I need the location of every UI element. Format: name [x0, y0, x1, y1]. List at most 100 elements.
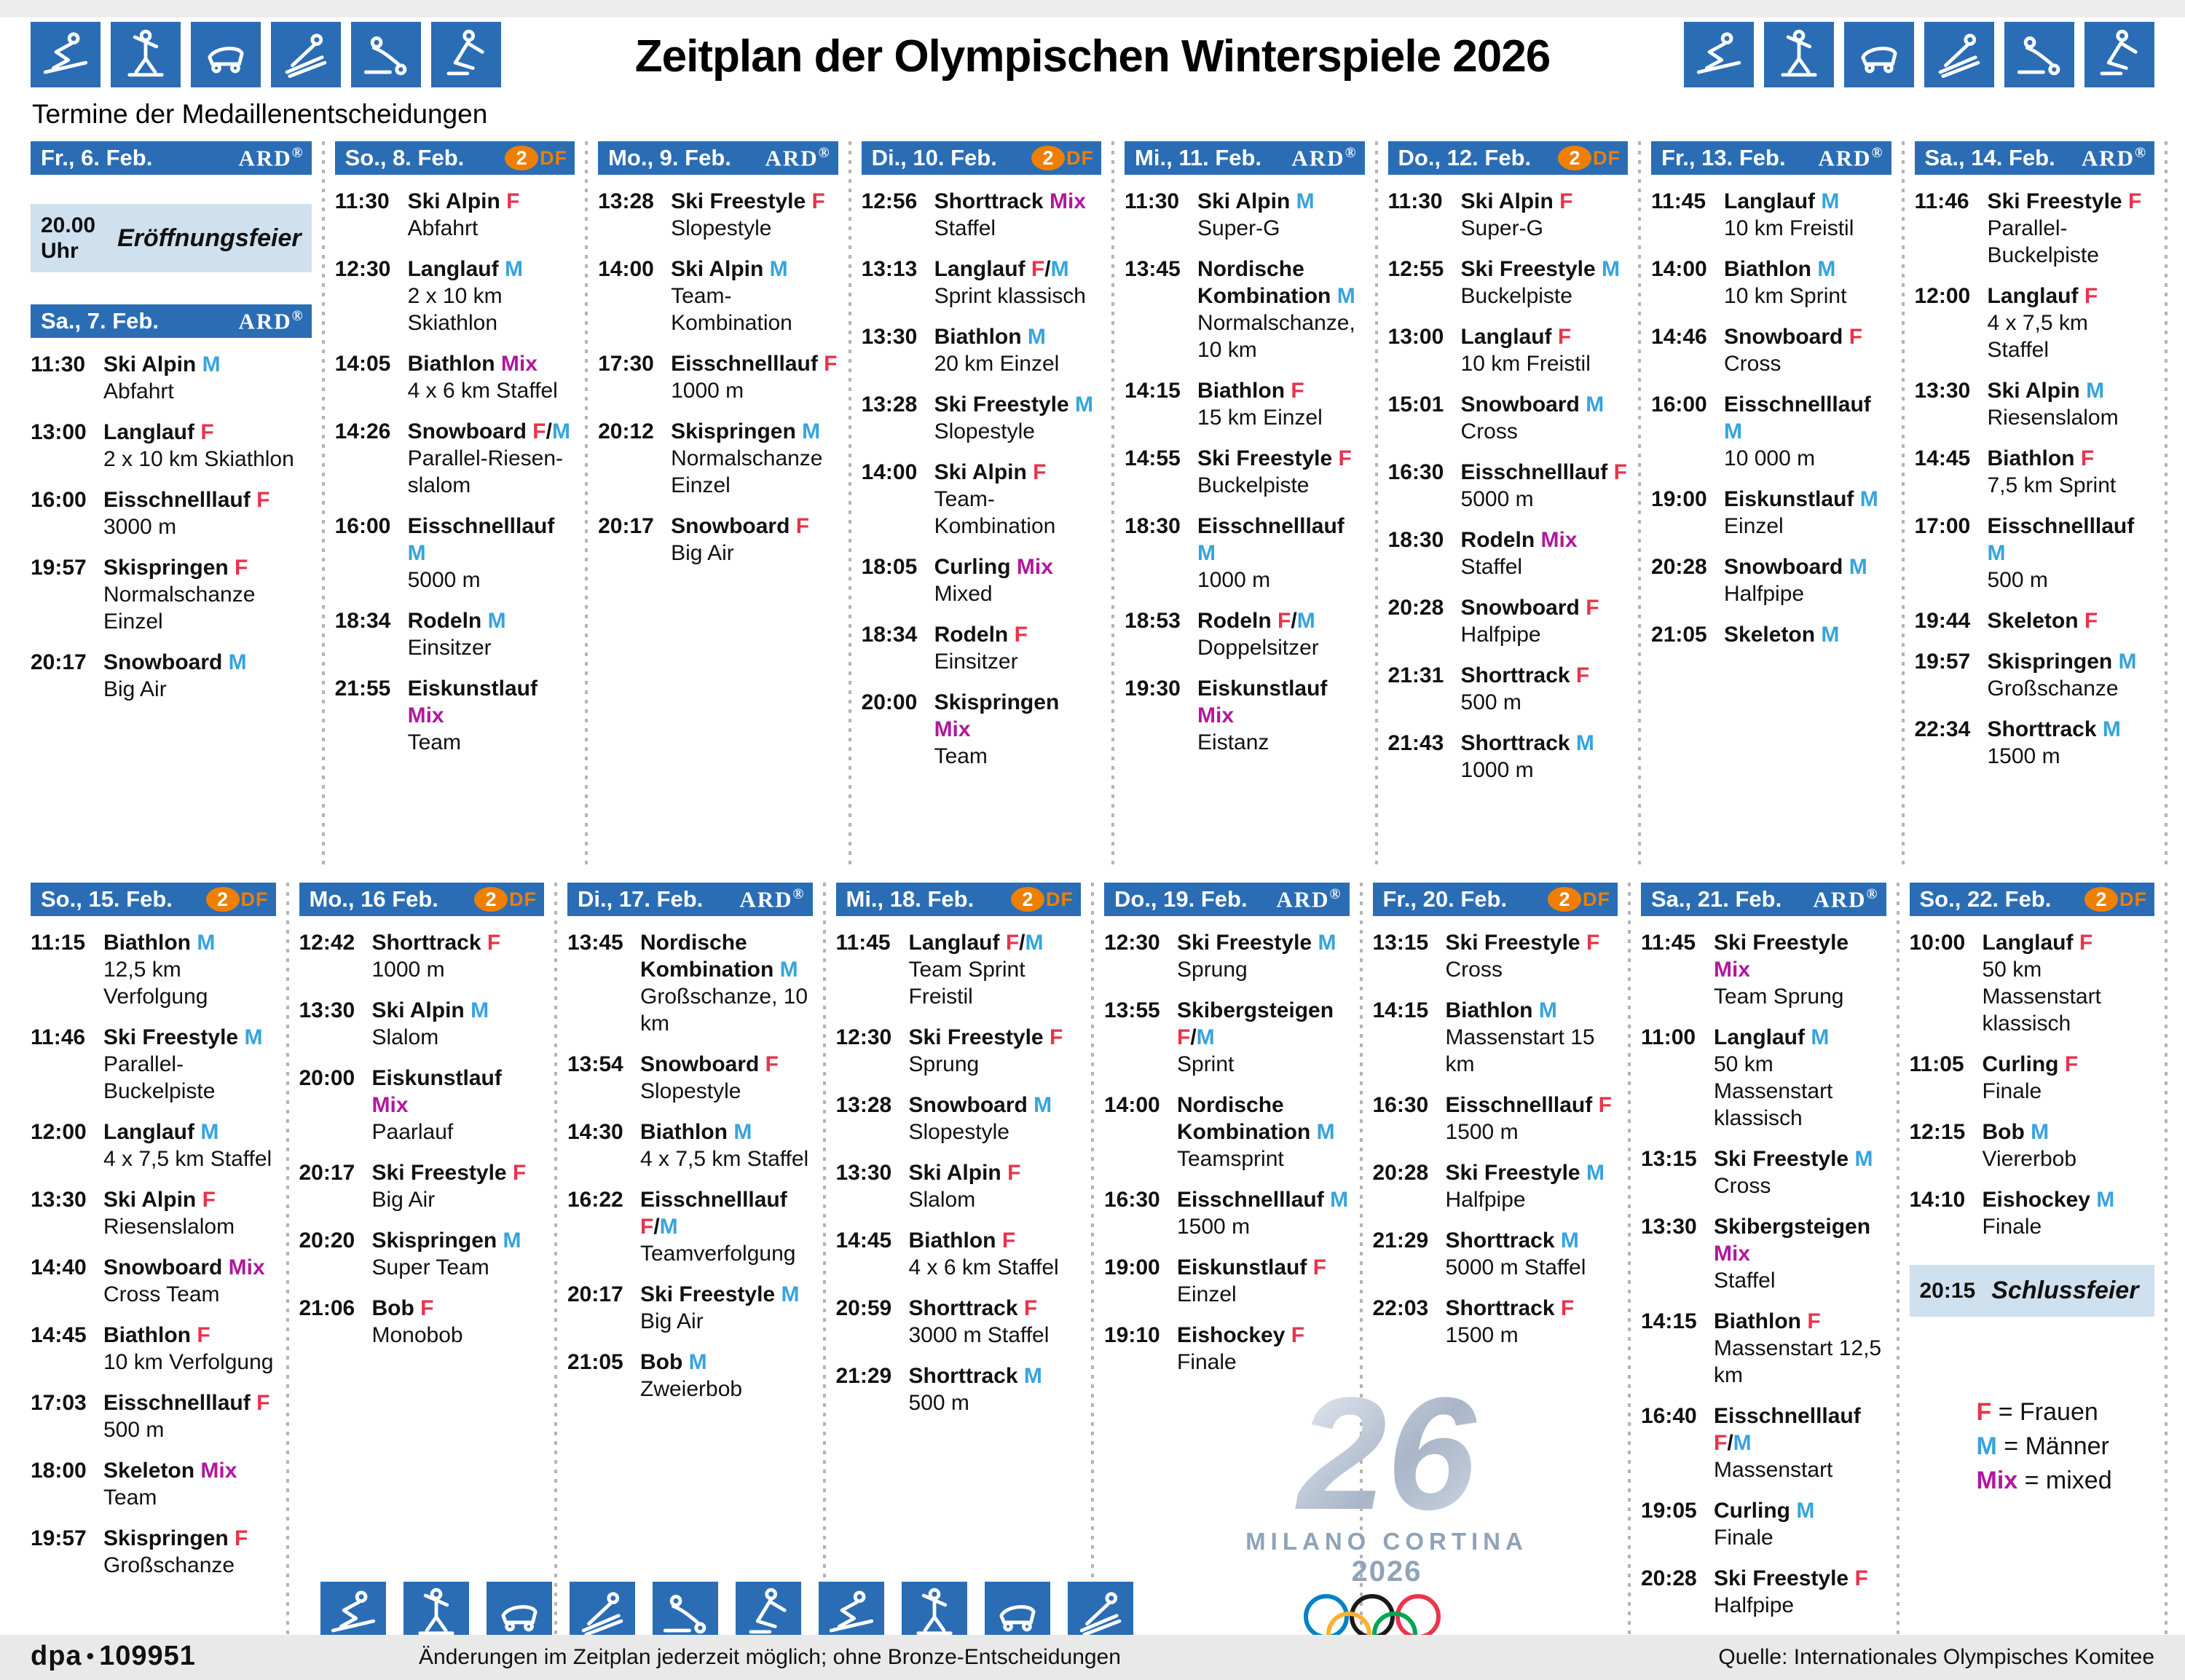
zdf-logo-oval: 2 [1558, 146, 1592, 170]
event-body: Ski Freestyle F Parallel-Buckelpiste [1988, 188, 2154, 269]
gender-marker: F [1854, 1566, 1867, 1590]
event-time: 13:55 [1104, 998, 1160, 1022]
event-sport: Snowboard F/M [407, 419, 570, 443]
gender-marker: M [1197, 541, 1216, 565]
event-body: Shorttrack M 500 m [909, 1362, 1082, 1416]
gender-m: M [1724, 419, 1743, 443]
cross-country-skiing-icon [1684, 22, 1754, 87]
event-row: 14:15 Biathlon F Massenstart 12,5 km [1641, 1308, 1886, 1389]
zdf-logo-df: DF [509, 888, 537, 910]
legend-marker-m: M [1976, 1432, 1997, 1460]
event-detail: 4 x 6 km Staffel [407, 379, 558, 403]
event-row: 20:00 Skispringen Mix Team [862, 689, 1101, 770]
event-sport: Ski Freestyle F [908, 1025, 1063, 1049]
event-list: 11:45 Ski Freestyle Mix Team Sprung 11:00 La… [1641, 916, 1886, 1680]
event-body: Ski Alpin F Abfahrt [408, 188, 575, 242]
event-row: 19:57 Skispringen F Großschanze [31, 1525, 276, 1579]
event-row: 11:45 Langlauf M 10 km Freistil [1651, 188, 1891, 242]
event-sport: Biathlon F [103, 1323, 210, 1347]
gender-m: M [1025, 931, 1044, 955]
event-detail: Team [934, 744, 988, 768]
event-detail: Buckelpiste [1460, 284, 1572, 308]
event-row: 21:55 Eiskunstlauf Mix Team [335, 675, 575, 756]
event-body: Snowboard F/M Parallel-Riesen­slalom [408, 418, 575, 499]
ard-logo: ARD® [765, 144, 831, 171]
event-body: Langlauf F 10 km Freistil [1461, 323, 1628, 377]
event-row: 13:28 Snowboard M Slopestyle [836, 1092, 1082, 1145]
event-row: 20:17 Snowboard F Big Air [598, 513, 838, 567]
event-row: 20:17 Snowboard M Big Air [31, 649, 312, 703]
day-column: Mi., 11. Feb. ARD® 11:30 Ski Alpin M Super-G… [1125, 141, 1379, 869]
gender-marker: F [1339, 446, 1352, 470]
event-time: 12:55 [1387, 257, 1444, 281]
day-column: So., 8. Feb. 2 DF 11:30 Ski Alpin F Abfahrt 12… [334, 141, 588, 869]
gender-f: F [202, 1188, 216, 1212]
gender-m: M [471, 998, 489, 1022]
gender-marker: F [1007, 1161, 1020, 1185]
gender-marker: F [487, 931, 500, 955]
gender-m: M [2118, 650, 2137, 674]
event-body: Snowboard F Halfpipe [1461, 594, 1628, 648]
gender-f: F [1714, 1431, 1728, 1455]
ceremony-time: 20:15 [1919, 1279, 1976, 1303]
gender-marker: M [1024, 1364, 1042, 1388]
gender-mix: Mix [1197, 703, 1235, 727]
event-list: 11:45 Langlauf M 10 km Freistil 14:00 Biathl… [1651, 175, 1891, 648]
event-time: 20:00 [299, 1066, 355, 1090]
event-sport: Biathlon F [1714, 1309, 1821, 1333]
event-row: 14:55 Ski Freestyle F Buckelpiste [1125, 445, 1364, 499]
event-body: Ski Freestyle F Slopestyle [671, 188, 838, 242]
event-detail: 5000 m Staffel [1445, 1255, 1586, 1279]
event-time: 16:30 [1387, 460, 1444, 484]
ard-logo: ARD® [2081, 144, 2147, 171]
gender-f: F [2080, 446, 2095, 470]
event-detail: 10 km Sprint [1724, 284, 1847, 308]
zdf-logo-df: DF [1593, 146, 1621, 169]
event-body: Biathlon F Massenstart 12,5 km [1714, 1308, 1886, 1389]
zdf-logo-oval: 2 [1031, 146, 1066, 170]
event-row: 21:05 Bob M Zweierbob [567, 1349, 813, 1403]
event-sport: Ski Alpin F [103, 1188, 216, 1212]
event-body: Shorttrack F 1500 m [1446, 1295, 1618, 1349]
event-sport: Eiskunstlauf M [1724, 487, 1878, 511]
gender-marker: Mix [200, 1459, 237, 1483]
event-body: Skeleton Mix Team [103, 1457, 276, 1511]
day-header: Fr., 6. Feb. ARD® [31, 141, 312, 175]
event-row: 18:05 Curling Mix Mixed [862, 553, 1101, 607]
gender-marker: M [503, 1229, 521, 1253]
event-body: Snowboard M Halfpipe [1724, 553, 1891, 607]
event-sport: Ski Alpin M [103, 352, 221, 376]
ard-registered-mark: ® [1866, 886, 1879, 902]
event-time: 19:57 [31, 556, 87, 580]
event-sport: Shorttrack Mix [934, 189, 1086, 213]
gender-marker: F [1559, 189, 1572, 213]
day-header: Mo., 9. Feb. ARD® [598, 141, 838, 175]
event-row: 14:00 Nordische Kombination M Teamsprint [1104, 1092, 1350, 1172]
event-row: 13:30 Ski Alpin F Slalom [836, 1159, 1082, 1213]
event-sport: Eisschnelllauf F/M [1714, 1404, 1861, 1455]
event-row: 13:00 Langlauf F 10 km Freistil [1388, 323, 1628, 377]
event-sport: Ski Freestyle M [1714, 1147, 1873, 1171]
event-time: 14:00 [598, 257, 654, 281]
event-time: 20:17 [598, 514, 654, 538]
gender-f: F [1613, 460, 1627, 484]
gender-marker: F [2079, 931, 2093, 955]
event-row: 14:46 Snowboard F Cross [1651, 323, 1891, 377]
event-sport: Snowboard M [908, 1093, 1052, 1117]
event-row: 12:00 Langlauf F 4 x 7,5 km Staffel [1915, 283, 2154, 363]
event-row: 17:00 Eisschnelllauf M 500 m [1915, 513, 2154, 593]
event-body: Shorttrack F 500 m [1461, 662, 1628, 716]
gender-marker: M [689, 1350, 707, 1374]
event-list: 13:28 Ski Freestyle F Slopestyle 14:00 Ski A… [598, 175, 838, 567]
event-time: 14:00 [1651, 257, 1707, 281]
event-body: Biathlon M 4 x 7,5 km Staffel [640, 1119, 813, 1172]
day-column: Di., 10. Feb. 2 DF 12:56 Shorttrack Mix Staff… [861, 141, 1115, 869]
figure-skating-icon [2004, 22, 2074, 87]
event-time: 13:13 [861, 257, 918, 281]
event-sport: Snowboard M [1460, 393, 1605, 417]
ard-logo: ARD® [1276, 886, 1342, 912]
event-detail: Normalschanze Einzel [671, 446, 823, 497]
zdf-logo-df: DF [1066, 146, 1095, 169]
event-time: 11:45 [1651, 189, 1706, 213]
gender-f: F [1807, 1309, 1821, 1333]
